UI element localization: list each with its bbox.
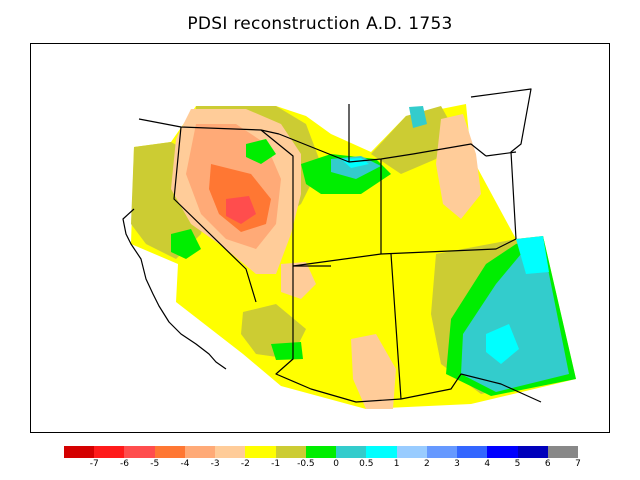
legend-tick-label: -4 xyxy=(180,459,190,469)
pdsi-patch-teal-nw-corner xyxy=(409,106,427,128)
legend-swatch xyxy=(457,446,488,458)
pdsi-region-red xyxy=(226,196,256,224)
border-dakotas xyxy=(470,88,532,240)
border-wyoming xyxy=(348,104,382,254)
legend-tick-label: 5 xyxy=(514,459,521,469)
legend-swatch xyxy=(94,446,125,458)
border-utah-colorado xyxy=(292,238,517,267)
state-borders xyxy=(122,88,542,403)
legend-swatch xyxy=(517,446,548,458)
legend-tick-label: -7 xyxy=(89,459,99,469)
pdsi-patch-tan-central xyxy=(281,262,316,299)
pdsi-patch-teal-north xyxy=(331,156,381,179)
legend-tick-label: 3 xyxy=(454,459,460,469)
legend-swatch xyxy=(245,446,276,458)
legend-swatch xyxy=(366,446,397,458)
border-oregon-north xyxy=(138,118,280,135)
map-title: PDSI reconstruction A.D. 1753 xyxy=(187,14,453,34)
border-nm-texas xyxy=(390,253,542,403)
legend-tick-label: -1 xyxy=(271,459,281,469)
border-idaho-east xyxy=(260,129,331,267)
legend-swatch xyxy=(305,446,337,458)
legend-swatch xyxy=(336,446,367,458)
pdsi-patch-teal-east xyxy=(461,254,569,392)
pdsi-map xyxy=(122,88,576,409)
legend-tick-label: 0 xyxy=(333,459,339,469)
legend-tick-label: 4 xyxy=(484,459,491,469)
legend-swatch xyxy=(64,446,95,458)
color-scale-legend xyxy=(64,446,578,458)
pdsi-patch-green-north xyxy=(246,139,276,164)
pdsi-patch-green-west xyxy=(171,229,201,259)
legend-tick-label: -5 xyxy=(150,459,160,469)
border-nevada xyxy=(173,126,257,303)
legend-swatch xyxy=(124,446,155,458)
legend-swatch xyxy=(184,446,216,458)
map-frame xyxy=(30,43,610,433)
pdsi-patch-tan-south xyxy=(351,334,396,409)
border-montana xyxy=(278,133,487,163)
pdsi-patch-green-south xyxy=(271,342,303,360)
pdsi-patch-cyan-ne-corner xyxy=(516,236,549,274)
legend-swatch xyxy=(547,446,578,458)
pdsi-patch-tan-northeast xyxy=(436,114,481,219)
legend-tick-label: -0.5 xyxy=(297,459,315,469)
legend-tick-label: -3 xyxy=(210,459,220,469)
legend-tick-label: -6 xyxy=(119,459,129,469)
legend-swatch xyxy=(396,446,427,458)
legend-tick-label: 6 xyxy=(544,459,551,469)
border-arizona-nm xyxy=(275,266,402,403)
legend-swatch xyxy=(487,446,518,458)
pdsi-patch-cyan-east xyxy=(486,324,519,364)
legend-tick-label: 0.5 xyxy=(359,459,374,469)
legend-swatch xyxy=(154,446,185,458)
legend-swatch xyxy=(426,446,458,458)
legend-tick-label: 1 xyxy=(393,459,400,469)
legend-swatch xyxy=(275,446,306,458)
legend-tick-label: 7 xyxy=(575,459,581,469)
legend-swatch xyxy=(215,446,246,458)
border-nebraska xyxy=(485,151,517,157)
legend-tick-label: 2 xyxy=(423,459,430,469)
legend-tick-label: -2 xyxy=(240,459,250,469)
coastline-west xyxy=(122,208,227,370)
color-scale-ticks: -7 -6 -5 -4 -3 -2 -1 -0.5 0 0.5 1 2 3 4 5 6 7 xyxy=(64,459,581,473)
